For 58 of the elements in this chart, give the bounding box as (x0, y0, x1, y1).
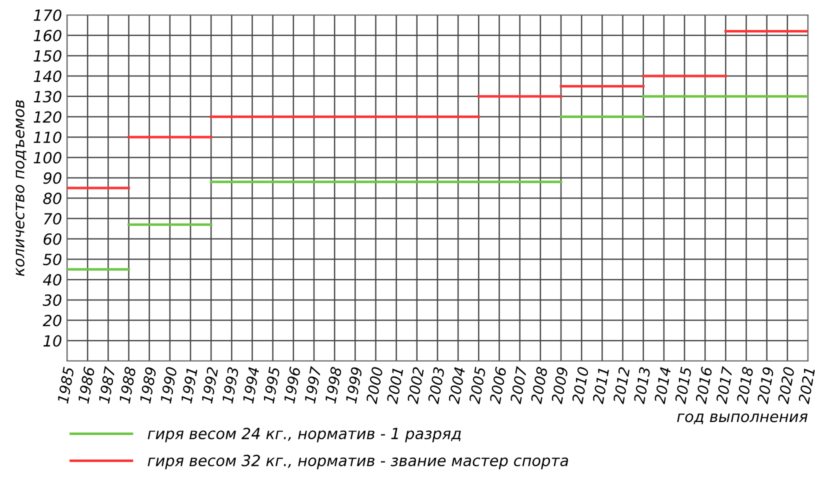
x-tick-label: 2021 (798, 368, 815, 404)
y-axis-title: количество подъемов (16, 100, 26, 276)
x-tick-label: 2019 (756, 366, 774, 404)
y-tick-label: 50 (43, 254, 62, 266)
x-tick-label: 2004 (448, 366, 466, 404)
y-tick-label: 20 (42, 314, 62, 326)
x-tick-label: 1999 (345, 366, 362, 404)
x-tick-label: 1998 (324, 366, 342, 404)
y-tick-label: 60 (44, 233, 62, 245)
x-tick-label: 2006 (489, 366, 507, 404)
x-tick-label: 1989 (140, 366, 157, 404)
y-tick-label: 120 (34, 111, 62, 123)
x-tick-label: 1991 (180, 368, 198, 404)
x-tick-label: 2001 (386, 368, 404, 404)
x-tick-label: 2005 (468, 366, 486, 404)
y-tick-label: 90 (43, 172, 62, 184)
x-tick-label: 1987 (98, 366, 116, 404)
x-tick-label: 2002 (407, 366, 424, 404)
y-tick-label: 40 (42, 274, 62, 286)
x-tick-label: 2009 (551, 366, 568, 404)
y-tick-label: 170 (34, 9, 62, 22)
x-tick-label: 1990 (160, 366, 178, 404)
y-tick-label: 150 (34, 50, 62, 62)
x-axis-title: год выполнения (677, 413, 808, 424)
x-tick-label: 2012 (612, 366, 630, 404)
x-tick-label: 2011 (592, 368, 610, 404)
x-tick-label: 2007 (510, 366, 528, 404)
x-tick-label: 1988 (118, 366, 136, 404)
x-tick-label: 2017 (716, 366, 734, 404)
x-tick-label: 1997 (304, 366, 322, 404)
x-tick-label: 1992 (201, 366, 218, 404)
y-tick-label: 100 (34, 152, 62, 164)
legend-label: гиря весом 32 кг., норматив - звание мастер спорта (148, 454, 568, 470)
x-tick-label: 2018 (736, 366, 754, 404)
y-tick-label: 80 (43, 192, 62, 204)
y-tick-label: 110 (34, 132, 62, 144)
x-tick-label: 1986 (78, 366, 95, 404)
x-tick-label: 1995 (263, 366, 280, 404)
x-tick-label: 1996 (284, 366, 301, 404)
legend-label: гиря весом 24 кг., норматив - 1 разряд (148, 428, 461, 442)
x-tick-label: 2014 (654, 366, 672, 404)
x-tick-label: 2020 (778, 366, 795, 404)
x-tick-label: 2003 (428, 366, 445, 404)
x-tick-label: 2015 (674, 366, 692, 404)
x-tick-label: 2000 (366, 366, 384, 404)
x-tick-label: 1994 (242, 366, 260, 404)
y-tick-label: 70 (44, 212, 62, 225)
y-tick-label: 160 (34, 30, 62, 42)
x-tick-label: 1993 (222, 366, 239, 404)
x-tick-label: 2013 (633, 366, 651, 404)
y-tick-label: 140 (34, 70, 62, 82)
y-tick-label: 10 (43, 335, 62, 347)
x-tick-label: 2016 (695, 366, 712, 404)
y-tick-label: 30 (42, 294, 62, 306)
x-tick-label: 1985 (57, 366, 74, 404)
x-tick-label: 2008 (530, 366, 548, 404)
x-tick-label: 2010 (572, 366, 589, 404)
y-tick-label: 130 (34, 90, 62, 102)
